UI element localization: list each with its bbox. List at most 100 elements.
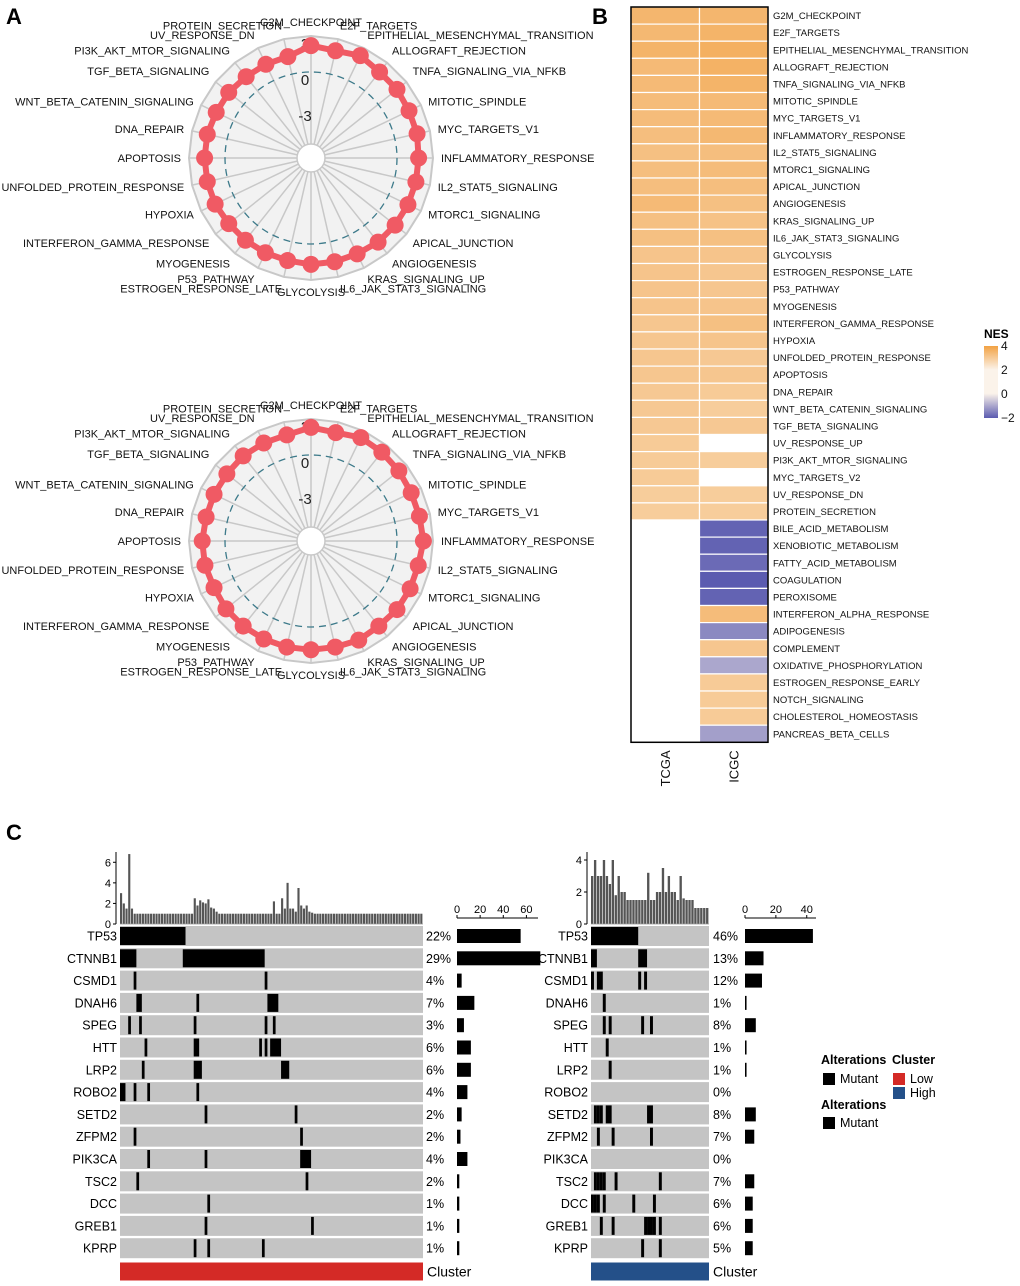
tmb-bar (163, 913, 166, 924)
mutation-count-bar (745, 1241, 753, 1256)
heatmap-row-label: IL2_STAT5_SIGNALING (773, 148, 877, 159)
tmb-bar (608, 884, 612, 924)
tmb-bar (623, 892, 626, 924)
radar-axis-label: UNFOLDED_PROTEIN_RESPONSE (1, 182, 184, 194)
heatmap-legend-tick: −2 (1001, 411, 1015, 425)
radar-point (302, 418, 320, 436)
cluster-annotation-bar (591, 1262, 709, 1281)
count-tick-label: 60 (520, 904, 532, 916)
mutation-percent: 1% (713, 1041, 731, 1055)
mutation-mark (261, 1239, 265, 1258)
tmb-bar (300, 905, 303, 924)
tmb-bar (204, 903, 207, 924)
radar-point (302, 37, 320, 55)
mutation-mark (281, 1060, 290, 1079)
tmb-bar (620, 892, 623, 924)
radar-axis-label: GLYCOLYSIS (277, 287, 345, 299)
heatmap-cell (698, 126, 769, 145)
legend-alterations-title: Alterations (821, 1053, 886, 1067)
heatmap-cell (630, 160, 701, 179)
tmb-bar (420, 913, 423, 924)
tmb-bar (322, 913, 325, 924)
tmb-bar (602, 860, 606, 924)
tmb-bar (376, 913, 379, 924)
mutation-mark (658, 1239, 662, 1258)
tmb-bar (278, 913, 281, 924)
radar-zero-ring (224, 454, 398, 628)
heatmap-row-label: TGF_BETA_SIGNALING (773, 421, 878, 432)
tmb-bar (373, 913, 376, 924)
mutation-count-bar (457, 1241, 460, 1256)
mutation-percent: 2% (426, 1108, 444, 1122)
tmb-bar (658, 892, 662, 924)
tmb-bar (682, 898, 685, 924)
gene-label: KPRP (83, 1242, 117, 1256)
radar-tick-label: 0 (301, 72, 309, 89)
radar-point (401, 580, 419, 598)
mutation-mark (658, 1216, 662, 1235)
radar-tick-label: 0 (301, 455, 309, 472)
radar-axis-label: TNFA_SIGNALING_VIA_NFKB (413, 449, 566, 461)
radar-axis-label: KRAS_SIGNALING_UP (367, 657, 484, 669)
mutation-percent: 4% (426, 1153, 444, 1167)
gene-label: DCC (90, 1197, 117, 1211)
radar-chart-top: 30-3G2M_CHECKPOINTE2F_TARGETSEPITHELIAL_… (1, 17, 594, 299)
tmb-bar (177, 913, 180, 924)
radar-point (352, 429, 370, 447)
radar-point (236, 231, 254, 249)
mutation-mark (267, 993, 279, 1012)
tmb-bar (346, 913, 349, 924)
radar-axis-label: MITOTIC_SPINDLE (428, 97, 526, 109)
radar-point (278, 426, 296, 444)
tmb-bar (133, 913, 136, 924)
tmb-bar (591, 876, 594, 924)
mutation-percent: 8% (713, 1019, 731, 1033)
mutation-mark (207, 1239, 211, 1258)
tmb-bar (614, 895, 617, 924)
heatmap-cell (698, 502, 769, 521)
heatmap-cell (698, 570, 769, 589)
radar-point (371, 63, 389, 81)
heatmap-cell (630, 690, 701, 709)
heatmap-row-label: HYPOXIA (773, 336, 816, 347)
mutation-percent: 7% (713, 1130, 731, 1144)
radar-axis-label: WNT_BETA_CATENIN_SIGNALING (15, 97, 194, 109)
cluster-annotation-bar (120, 1262, 423, 1281)
panel-label-a: A (6, 4, 22, 29)
radar-point (386, 216, 404, 234)
mutation-mark (596, 1172, 600, 1191)
mutation-mark (596, 1127, 600, 1146)
tmb-bar (308, 911, 311, 924)
heatmap-row-label: ESTROGEN_RESPONSE_LATE (773, 268, 913, 279)
tmb-bar (387, 913, 390, 924)
mutation-mark (593, 1194, 597, 1213)
tmb-bar (384, 913, 387, 924)
radar-point (410, 507, 428, 525)
tmb-tick-label: 4 (105, 878, 111, 890)
count-tick-label: 20 (770, 904, 782, 916)
heatmap-cell (630, 724, 701, 743)
mutation-percent: 1% (426, 1242, 444, 1256)
tmb-bar (593, 860, 597, 924)
heatmap-row-label: PANCREAS_BETA_CELLS (773, 729, 889, 740)
heatmap-cell (698, 57, 769, 76)
radar-point (279, 48, 297, 66)
radar-axis-label: EPITHELIAL_MESENCHYMAL_TRANSITION (367, 413, 593, 425)
mutation-mark (638, 971, 642, 990)
tmb-bar (688, 900, 691, 924)
gene-row-background (591, 992, 709, 1013)
mutation-count-bar (745, 1107, 756, 1122)
heatmap-cell (698, 297, 769, 316)
legend-low-label: Low (910, 1072, 934, 1086)
tmb-bar (650, 900, 653, 924)
gene-label: PIK3CA (73, 1153, 118, 1167)
gene-label: KPRP (554, 1242, 588, 1256)
heatmap-cell (698, 177, 769, 196)
mutation-mark (652, 1194, 656, 1213)
mutation-percent: 8% (713, 1108, 731, 1122)
radar-axis-label: ESTROGEN_RESPONSE_LATE (120, 667, 282, 679)
heatmap-row-label: NOTCH_SIGNALING (773, 695, 864, 706)
heatmap-cell (698, 416, 769, 436)
tmb-bar (676, 900, 679, 924)
mutation-count-bar (745, 1196, 753, 1211)
